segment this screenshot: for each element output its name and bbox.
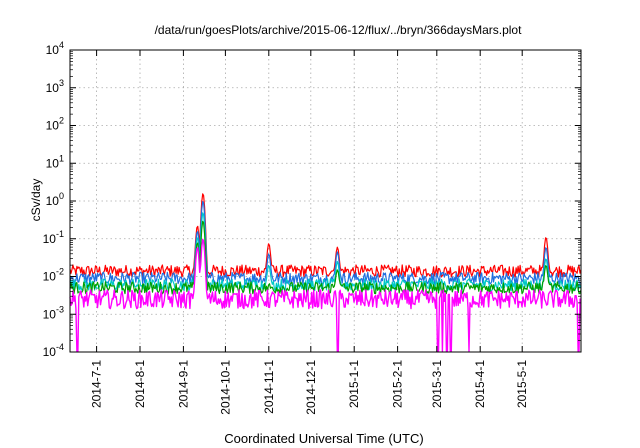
x-tick-label: 2015-2-1 [391,360,405,408]
x-axis-label: Coordinated Universal Time (UTC) [224,431,423,446]
x-tick-labels: 2014-7-1 2014-8-1 2014-9-1 2014-10-1 2014-11… [90,360,530,415]
y-tick-label: 10-2 [43,267,64,284]
x-tick-label: 2014-10-1 [218,360,232,415]
y-tick-labels: 10-4 10-3 10-2 10-1 100 101 102 103 104 [43,40,64,359]
series-line [69,212,582,292]
x-tick-label: 2014-7-1 [90,360,104,408]
y-tick-label: 104 [46,40,64,57]
x-tick-label: 2014-8-1 [133,360,147,408]
series-line [69,238,582,352]
x-tick-label: 2014-11-1 [262,360,276,414]
x-tick-label: 2015-3-1 [430,360,444,408]
y-tick-label: 101 [46,153,64,170]
x-tick-label: 2014-9-1 [176,360,190,408]
y-tick-label: 10-4 [43,342,64,359]
series-line [69,220,582,295]
x-tick-label: 2015-1-1 [347,360,361,408]
chart-title: /data/run/goesPlots/archive/2015-06-12/f… [155,23,523,37]
ticks [70,49,581,353]
x-tick-label: 2014-12-1 [304,360,318,415]
grid [70,50,581,352]
x-tick-label: 2015-4-1 [473,360,487,408]
y-tick-label: 10-3 [43,304,64,321]
y-tick-label: 103 [46,78,64,95]
y-tick-label: 102 [46,116,64,133]
y-tick-label: 100 [46,191,64,208]
series-line [69,193,582,278]
y-axis-label: cSv/day [29,179,43,222]
y-tick-label: 10-1 [43,229,64,246]
x-tick-label: 2015-5-1 [515,360,529,408]
series-group [69,193,582,352]
